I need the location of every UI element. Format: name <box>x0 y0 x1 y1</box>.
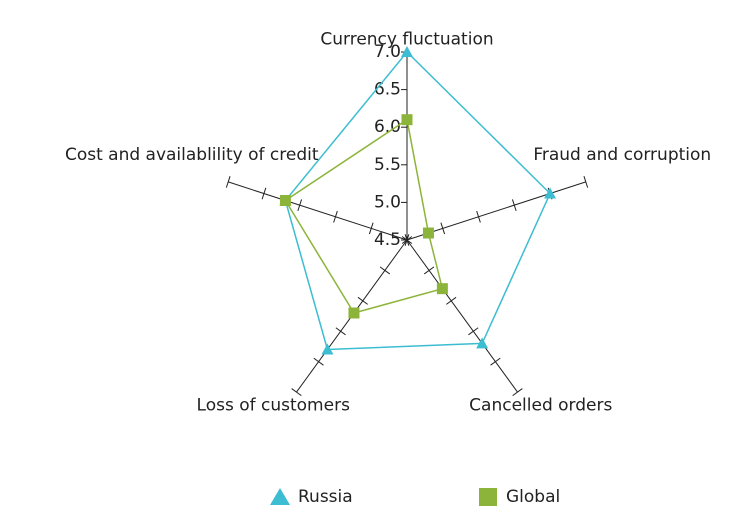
tick-mark <box>297 199 303 212</box>
category-label: Currency fluctuation <box>320 29 493 49</box>
category-label: Cost and availablility of credit <box>65 145 319 165</box>
tick-mark <box>261 187 267 200</box>
marker <box>436 283 448 295</box>
marker <box>321 343 334 355</box>
tick-mark <box>511 199 517 212</box>
marker <box>348 307 360 319</box>
tick-mark <box>333 210 338 223</box>
tick-mark <box>313 357 324 366</box>
category-label: Fraud and corruption <box>533 145 711 165</box>
marker <box>401 46 413 57</box>
axis-line <box>228 181 408 241</box>
legend-marker <box>270 488 290 505</box>
marker <box>401 114 413 126</box>
y-tick-label: 6.5 <box>374 80 401 100</box>
y-tick-label: 5.5 <box>374 155 401 175</box>
tick-mark <box>335 327 346 336</box>
marker <box>422 227 434 239</box>
axis-line <box>406 181 586 241</box>
category-label: Cancelled orders <box>469 395 612 415</box>
tick-mark <box>423 266 435 275</box>
legend-marker <box>479 488 497 506</box>
y-tick-label: 5.0 <box>374 192 401 212</box>
tick-mark <box>357 296 368 305</box>
y-tick-label: 4.5 <box>374 230 401 250</box>
tick-mark <box>379 266 391 275</box>
tick-mark <box>468 327 479 336</box>
legend-label: Russia <box>298 487 353 507</box>
tick-mark <box>291 388 302 397</box>
marker <box>279 194 291 206</box>
tick-mark <box>512 388 523 397</box>
axis-line <box>406 239 518 393</box>
tick-mark <box>368 222 374 235</box>
y-tick-label: 6.0 <box>374 117 401 137</box>
tick-mark <box>490 357 501 366</box>
series-line <box>284 118 444 314</box>
legend-label: Global <box>506 487 560 507</box>
tick-mark <box>225 176 231 188</box>
marker <box>544 187 557 199</box>
tick-mark <box>446 296 457 305</box>
tick-mark <box>583 176 589 188</box>
series-line <box>284 50 551 351</box>
category-label: Loss of customers <box>197 395 351 415</box>
marker <box>476 337 489 349</box>
y-tick-label: 7.0 <box>374 42 401 62</box>
tick-mark <box>440 222 446 235</box>
tick-mark <box>476 210 481 223</box>
